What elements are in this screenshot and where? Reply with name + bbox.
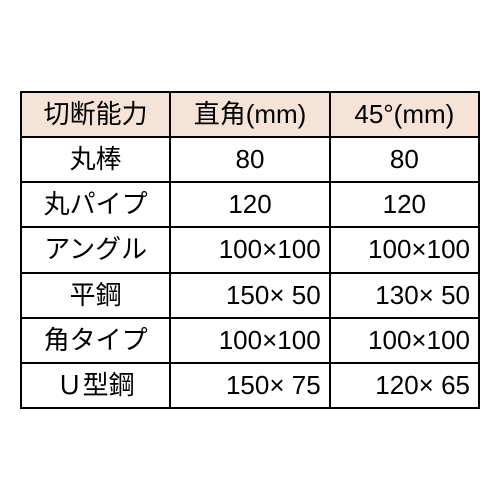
row-45deg: 120	[330, 182, 479, 227]
row-45deg: 130× 50	[330, 273, 479, 318]
header-right-angle: 直角(mm)	[170, 92, 329, 137]
row-right-angle: 100×100	[170, 318, 329, 363]
page-container: 切断能力 直角(mm) 45°(mm) 丸棒 80 80 丸パイプ 120 12…	[0, 0, 500, 500]
table-body: 丸棒 80 80 丸パイプ 120 120 アングル 100×100 100×1…	[21, 137, 479, 408]
table-row: 角タイプ 100×100 100×100	[21, 318, 479, 363]
row-label: 丸棒	[21, 137, 170, 182]
row-right-angle: 150× 50	[170, 273, 329, 318]
row-45deg: 120× 65	[330, 363, 479, 408]
header-45deg: 45°(mm)	[330, 92, 479, 137]
row-45deg: 100×100	[330, 227, 479, 272]
table-row: 平鋼 150× 50 130× 50	[21, 273, 479, 318]
row-right-angle: 120	[170, 182, 329, 227]
row-45deg: 80	[330, 137, 479, 182]
row-label: 角タイプ	[21, 318, 170, 363]
row-label: Ｕ型鋼	[21, 363, 170, 408]
row-right-angle: 150× 75	[170, 363, 329, 408]
header-label: 切断能力	[21, 92, 170, 137]
table-row: Ｕ型鋼 150× 75 120× 65	[21, 363, 479, 408]
row-label: アングル	[21, 227, 170, 272]
row-right-angle: 80	[170, 137, 329, 182]
row-right-angle: 100×100	[170, 227, 329, 272]
row-label: 平鋼	[21, 273, 170, 318]
table-row: 丸棒 80 80	[21, 137, 479, 182]
table-row: 丸パイプ 120 120	[21, 182, 479, 227]
row-label: 丸パイプ	[21, 182, 170, 227]
cutting-capacity-table: 切断能力 直角(mm) 45°(mm) 丸棒 80 80 丸パイプ 120 12…	[20, 91, 480, 409]
row-45deg: 100×100	[330, 318, 479, 363]
table-header-row: 切断能力 直角(mm) 45°(mm)	[21, 92, 479, 137]
table-row: アングル 100×100 100×100	[21, 227, 479, 272]
